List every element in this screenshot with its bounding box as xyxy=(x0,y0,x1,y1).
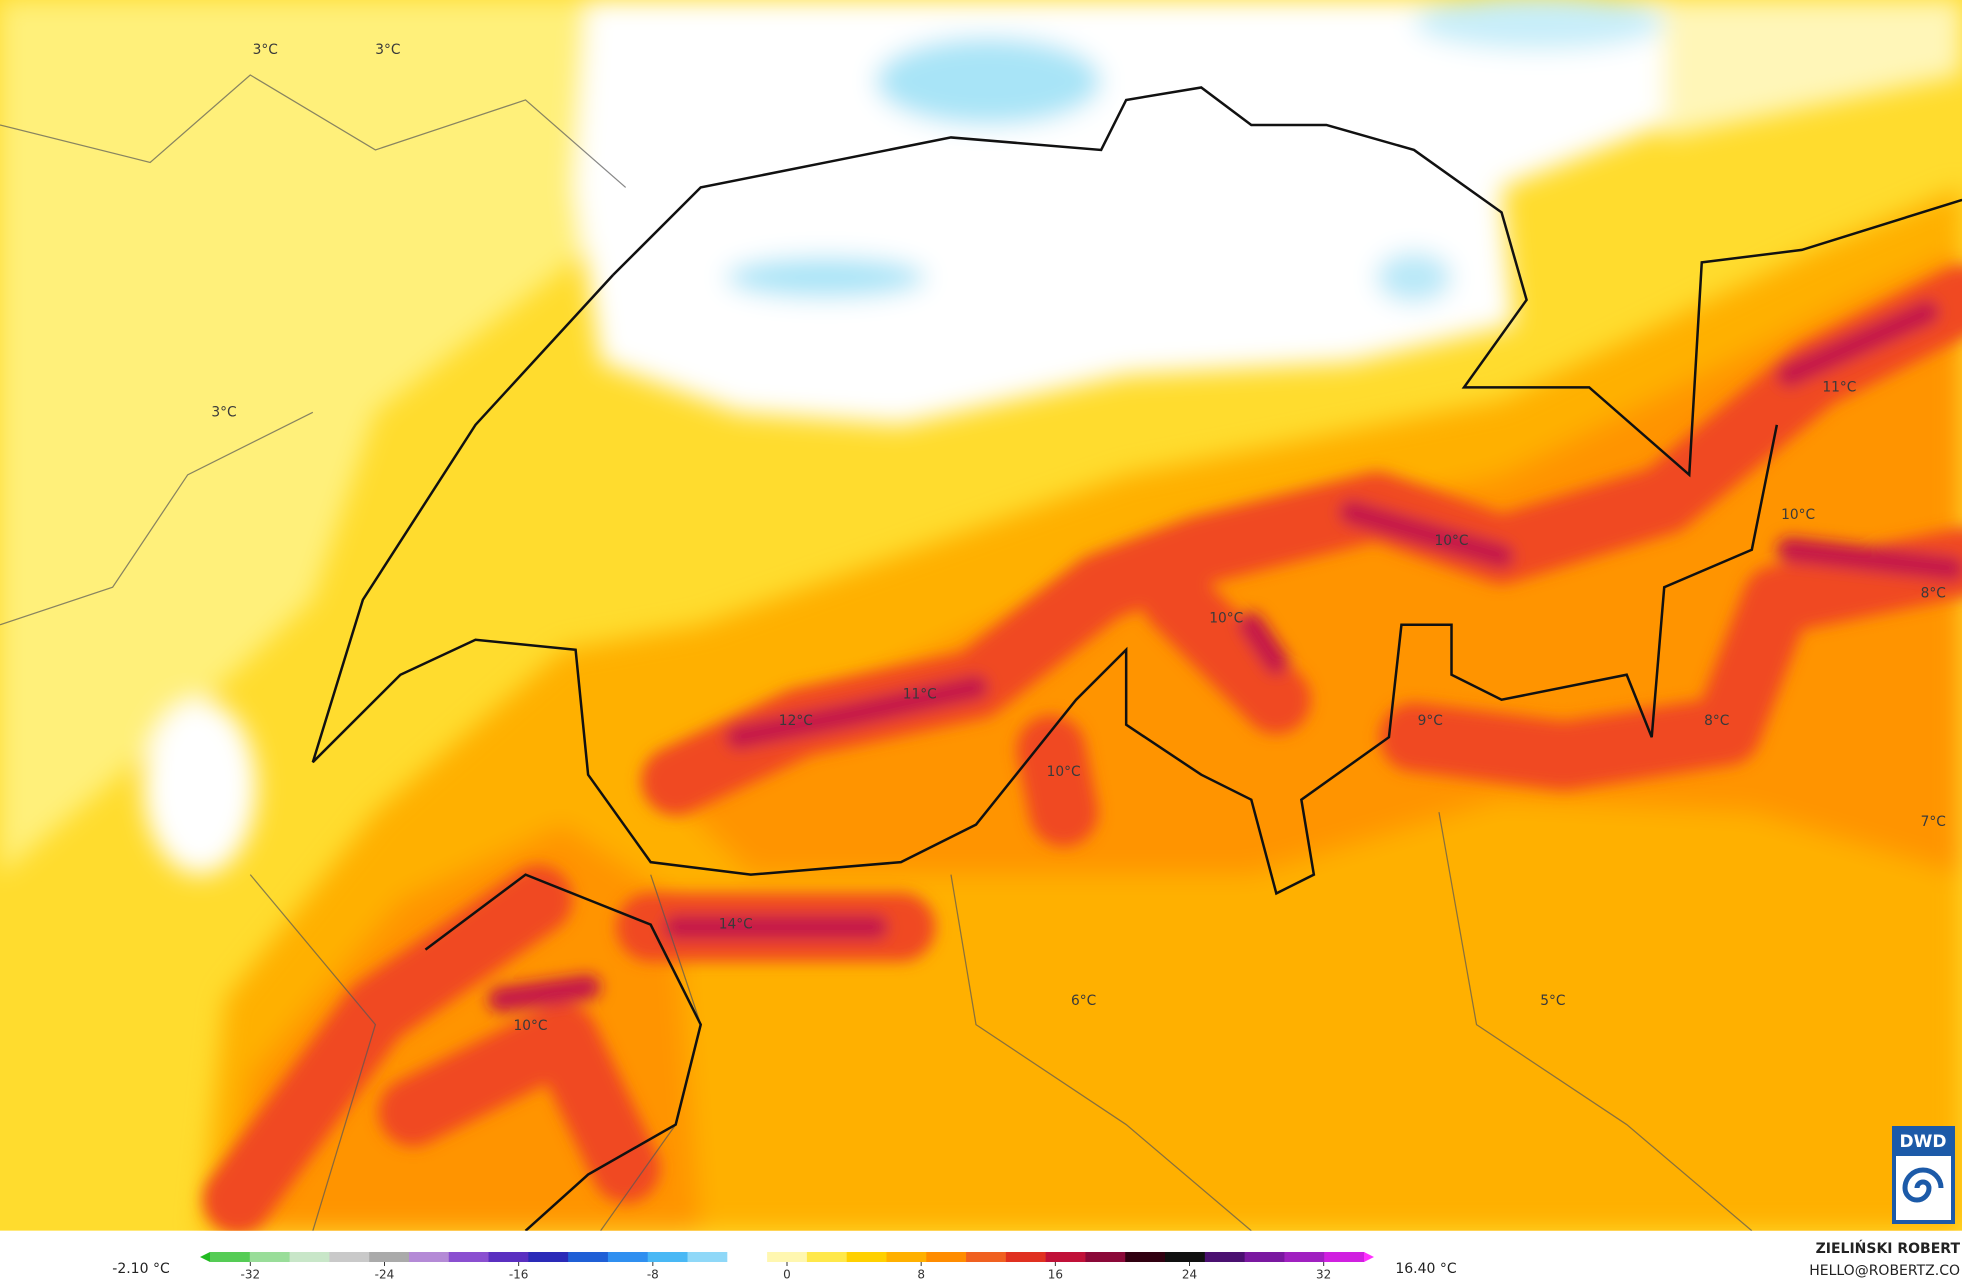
temp-label: 12°C xyxy=(779,713,813,729)
temp-label: 10°C xyxy=(1047,764,1081,780)
colorbar-end xyxy=(200,1252,210,1262)
colorbar-tick-label: 8 xyxy=(917,1268,925,1282)
temp-label: 5°C xyxy=(1540,993,1565,1009)
temp-label: 6°C xyxy=(1071,993,1096,1009)
temp-label: 3°C xyxy=(375,42,400,58)
colorbar-swatch xyxy=(568,1252,609,1262)
colorbar-tick-label: -8 xyxy=(647,1268,659,1282)
colorbar-swatch xyxy=(926,1252,967,1262)
colorbar-swatch xyxy=(448,1252,490,1262)
colorbar-swatch xyxy=(886,1252,927,1262)
temp-label: 10°C xyxy=(514,1018,548,1034)
colorbar-swatch xyxy=(846,1252,887,1262)
colorbar-swatch xyxy=(806,1252,848,1262)
temp-label: 9°C xyxy=(1418,713,1443,729)
colorbar-swatch xyxy=(607,1252,649,1262)
colorbar-tick-label: -24 xyxy=(375,1268,395,1282)
colorbar-swatch xyxy=(408,1252,450,1262)
colorbar-swatch xyxy=(1324,1252,1365,1262)
temp-label: 10°C xyxy=(1209,611,1243,627)
colorbar-end xyxy=(1364,1252,1374,1262)
colorbar-swatch xyxy=(329,1252,370,1262)
temp-label: 11°C xyxy=(903,687,937,703)
colorbar: -32 -24 -16 -8 0 8 16 24 32 xyxy=(200,1252,1374,1282)
colorbar-swatch xyxy=(966,1252,1007,1262)
temp-label: 11°C xyxy=(1822,379,1856,395)
colorbar-swatch xyxy=(249,1252,291,1262)
colorbar-swatch xyxy=(1005,1252,1047,1262)
temp-label: 10°C xyxy=(1435,533,1469,549)
dwd-logo: DWD xyxy=(1892,1126,1955,1224)
temp-label: 3°C xyxy=(211,404,236,420)
colorbar-tick-label: 32 xyxy=(1316,1268,1331,1282)
colorbar-swatch xyxy=(210,1252,251,1262)
colorbar-swatch xyxy=(1284,1252,1325,1262)
temp-label: 14°C xyxy=(719,917,753,933)
colorbar-swatch xyxy=(289,1252,330,1262)
colorbar-swatch xyxy=(369,1252,410,1262)
colorbar-tick-label: 24 xyxy=(1182,1268,1197,1282)
colorbar-swatch xyxy=(1165,1252,1206,1262)
email: HELLO@ROBERTZ.CO xyxy=(1809,1263,1960,1279)
colorbar-swatch xyxy=(528,1252,569,1262)
temp-label: 8°C xyxy=(1704,713,1729,729)
colorbar-swatch xyxy=(647,1252,689,1262)
colorbar-swatch xyxy=(1204,1252,1246,1262)
temp-label: 3°C xyxy=(253,42,278,58)
colorbar-swatch xyxy=(1125,1252,1166,1262)
colorbar-swatch xyxy=(1244,1252,1285,1262)
colorbar-tick-label: 16 xyxy=(1048,1268,1063,1282)
author: ZIELIŃSKI ROBERT xyxy=(1816,1239,1961,1257)
map: 3°C 3°C 3°C 11°C 10°C 10°C 10°C 8°C 11°C… xyxy=(0,0,1962,1231)
colorbar-tick-label: -16 xyxy=(509,1268,529,1282)
colorbar-swatch xyxy=(727,1252,768,1262)
colorbar-swatch xyxy=(488,1252,529,1262)
colorbar-swatch xyxy=(1045,1252,1086,1262)
temp-label: 7°C xyxy=(1921,814,1946,830)
colorbar-swatch xyxy=(1085,1252,1126,1262)
colorbar-tick-label: 0 xyxy=(783,1268,791,1282)
max-label: 16.40 °C xyxy=(1395,1261,1457,1277)
colorbar-swatch xyxy=(687,1252,728,1262)
temp-label: 10°C xyxy=(1781,507,1815,523)
min-label: -2.10 °C xyxy=(112,1261,170,1277)
colorbar-swatch xyxy=(767,1252,808,1262)
temp-label: 8°C xyxy=(1921,586,1946,602)
logo-text: DWD xyxy=(1900,1132,1947,1152)
temperature-labels: 3°C 3°C 3°C 11°C 10°C 10°C 10°C 8°C 11°C… xyxy=(211,42,1946,1034)
colorbar-tick-label: -32 xyxy=(241,1268,261,1282)
